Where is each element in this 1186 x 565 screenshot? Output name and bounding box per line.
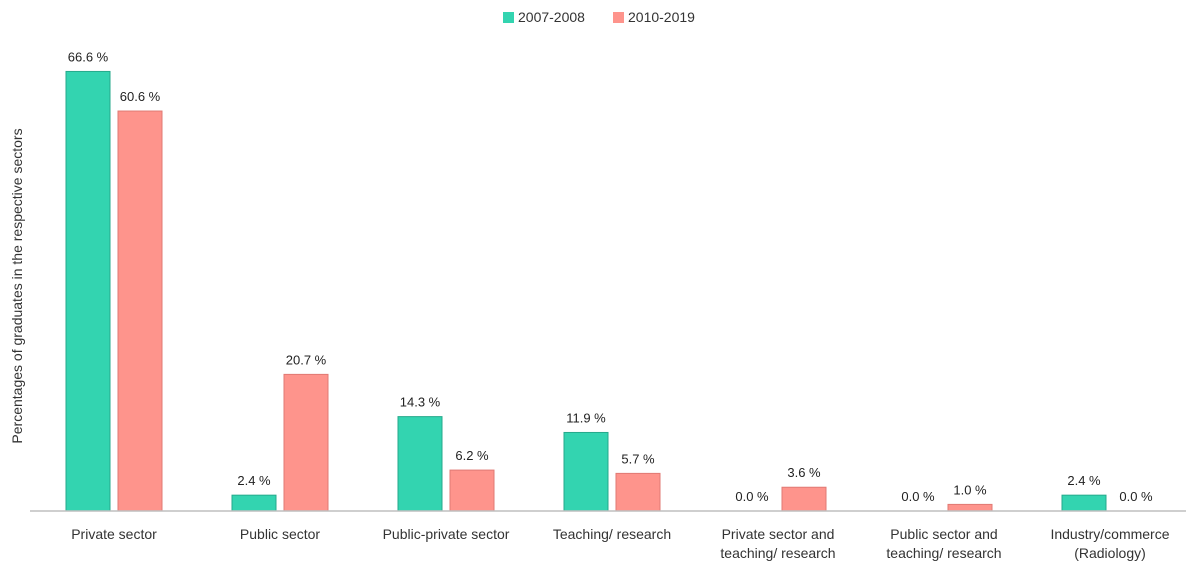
bar-2007-2008-1: [231, 494, 277, 512]
x-tick-label: Public sector: [240, 526, 320, 542]
bar-2010-2019-0: [117, 110, 163, 512]
data-label: 0.0 %: [735, 489, 769, 504]
bar-2007-2008-0: [65, 70, 111, 512]
bar-2007-2008-2: [397, 416, 443, 512]
data-label: 20.7 %: [286, 352, 327, 367]
y-axis-title: Percentages of graduates in the respecti…: [9, 128, 25, 443]
x-tick-label: Public sector and teaching/ research: [886, 526, 1001, 561]
data-label: 11.9 %: [566, 410, 606, 425]
legend-label: 2007-2008: [518, 9, 585, 25]
bar-2010-2019-5: [947, 503, 993, 512]
data-label: 1.0 %: [953, 482, 987, 497]
data-label: 3.6 %: [787, 465, 821, 480]
x-tick-label: Industry/commerce (Radiology): [1050, 526, 1169, 561]
x-tick-label: Public-private sector: [383, 526, 510, 542]
data-label: 60.6 %: [120, 89, 161, 104]
bar-2010-2019-3: [615, 472, 661, 512]
x-tick-label: Teaching/ research: [553, 526, 671, 542]
data-label: 66.6 %: [68, 49, 109, 64]
data-label: 0.0 %: [901, 489, 935, 504]
legend-swatch: [503, 12, 514, 23]
bar-2010-2019-2: [449, 469, 495, 512]
legend-label: 2010-2019: [628, 9, 695, 25]
data-label: 6.2 %: [455, 448, 489, 463]
x-tick-label: Private sector and teaching/ research: [720, 526, 835, 561]
bar-2007-2008-6: [1061, 494, 1107, 512]
bar-2010-2019-4: [781, 486, 827, 512]
data-label: 2.4 %: [1067, 473, 1101, 488]
legend: 2007-2008 2010-2019: [503, 9, 695, 25]
x-tick-label: Private sector: [71, 526, 157, 542]
legend-swatch: [613, 12, 624, 23]
x-tick-labels: Private sector Public sector Public-privat…: [71, 526, 1170, 561]
data-label: 14.3 %: [400, 395, 441, 410]
data-label: 0.0 %: [1119, 489, 1153, 504]
data-label: 2.4 %: [237, 473, 271, 488]
bars-group: 66.6 % 2.4 % 14.3 % 11.9 % 0.0 % 0.0 % 2.4 % 60…: [65, 49, 1153, 512]
bar-2007-2008-3: [563, 431, 609, 512]
data-label: 5.7 %: [621, 451, 655, 466]
bar-2010-2019-1: [283, 373, 329, 512]
